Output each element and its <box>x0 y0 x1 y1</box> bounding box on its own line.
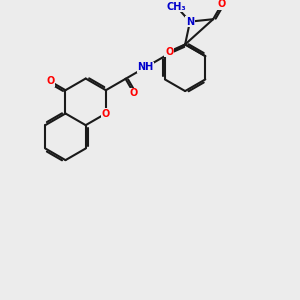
Text: N: N <box>186 16 194 27</box>
Text: O: O <box>165 46 173 57</box>
Text: O: O <box>218 0 226 9</box>
Text: O: O <box>102 109 110 118</box>
Text: NH: NH <box>137 62 153 73</box>
Text: O: O <box>130 88 138 98</box>
Text: O: O <box>46 76 55 86</box>
Text: CH₃: CH₃ <box>167 2 187 12</box>
